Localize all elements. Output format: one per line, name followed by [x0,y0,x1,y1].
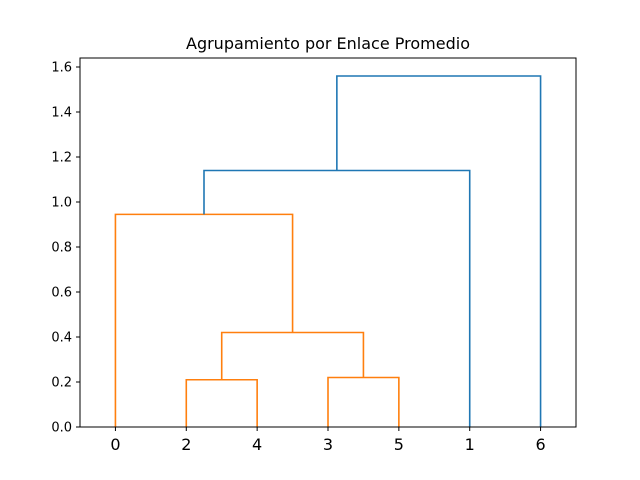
y-tick-label: 1.0 [51,196,72,211]
leaf-label-2: 2 [181,435,191,454]
y-tick-label: 0.0 [51,421,72,436]
y-tick-label: 0.8 [51,241,72,256]
dendrogram-link-4 [203,169,471,427]
leaf-label-0: 0 [110,435,120,454]
y-tick-label: 1.2 [51,151,72,166]
y-tick-label: 0.2 [51,376,72,391]
dendrogram-link-0 [185,378,258,427]
plot-frame [79,57,577,428]
leaf-label-1: 1 [465,435,475,454]
leaf-label-6: 6 [535,435,545,454]
dendrogram-link-2 [220,331,365,380]
y-tick-label: 0.6 [51,286,72,301]
chart-title: Agrupamiento por Enlace Promedio [186,34,470,53]
leaf-label-3: 3 [323,435,333,454]
y-tick-label: 1.6 [51,61,72,76]
dendrogram-link-3 [114,213,294,427]
leaf-label-5: 5 [394,435,404,454]
y-tick-label: 0.4 [51,331,72,346]
y-tick-label: 1.4 [51,106,72,121]
dendrogram-link-5 [336,75,542,427]
leaf-label-4: 4 [252,435,262,454]
dendrogram-link-1 [327,376,400,427]
